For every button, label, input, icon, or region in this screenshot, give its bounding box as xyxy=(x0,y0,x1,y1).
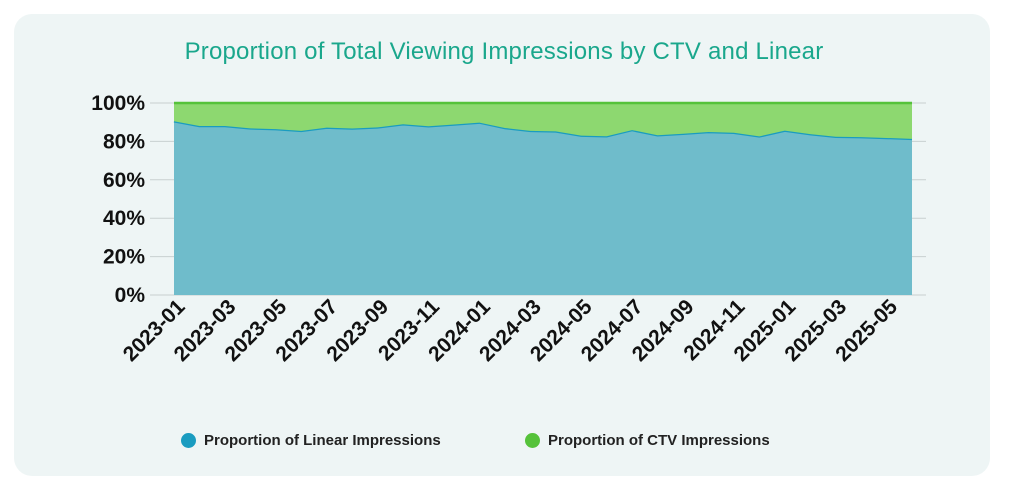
legend: Proportion of Linear Impressions Proport… xyxy=(0,432,1016,456)
legend-item-linear: Proportion of Linear Impressions xyxy=(181,432,441,449)
x-axis: 2023-012023-032023-052023-072023-092023-… xyxy=(119,295,903,366)
legend-label-linear: Proportion of Linear Impressions xyxy=(204,432,441,449)
y-tick-label: 80% xyxy=(103,130,145,153)
y-tick-label: 20% xyxy=(103,246,145,269)
legend-swatch-linear xyxy=(181,433,196,448)
y-axis: 0% 20% 40% 60% 80% 100% xyxy=(91,92,145,307)
series-area-1 xyxy=(174,103,912,139)
legend-label-ctv: Proportion of CTV Impressions xyxy=(548,432,770,449)
y-tick-label: 60% xyxy=(103,169,145,192)
series-line-0 xyxy=(173,120,913,141)
series-areas xyxy=(173,101,913,296)
legend-swatch-ctv xyxy=(525,433,540,448)
legend-item-ctv: Proportion of CTV Impressions xyxy=(525,432,770,449)
y-tick-label: 0% xyxy=(115,284,146,307)
chart-title: Proportion of Total Viewing Impressions … xyxy=(184,38,824,65)
y-tick-label: 100% xyxy=(91,92,145,115)
series-area-0 xyxy=(174,121,912,296)
y-tick-label: 40% xyxy=(103,207,145,230)
